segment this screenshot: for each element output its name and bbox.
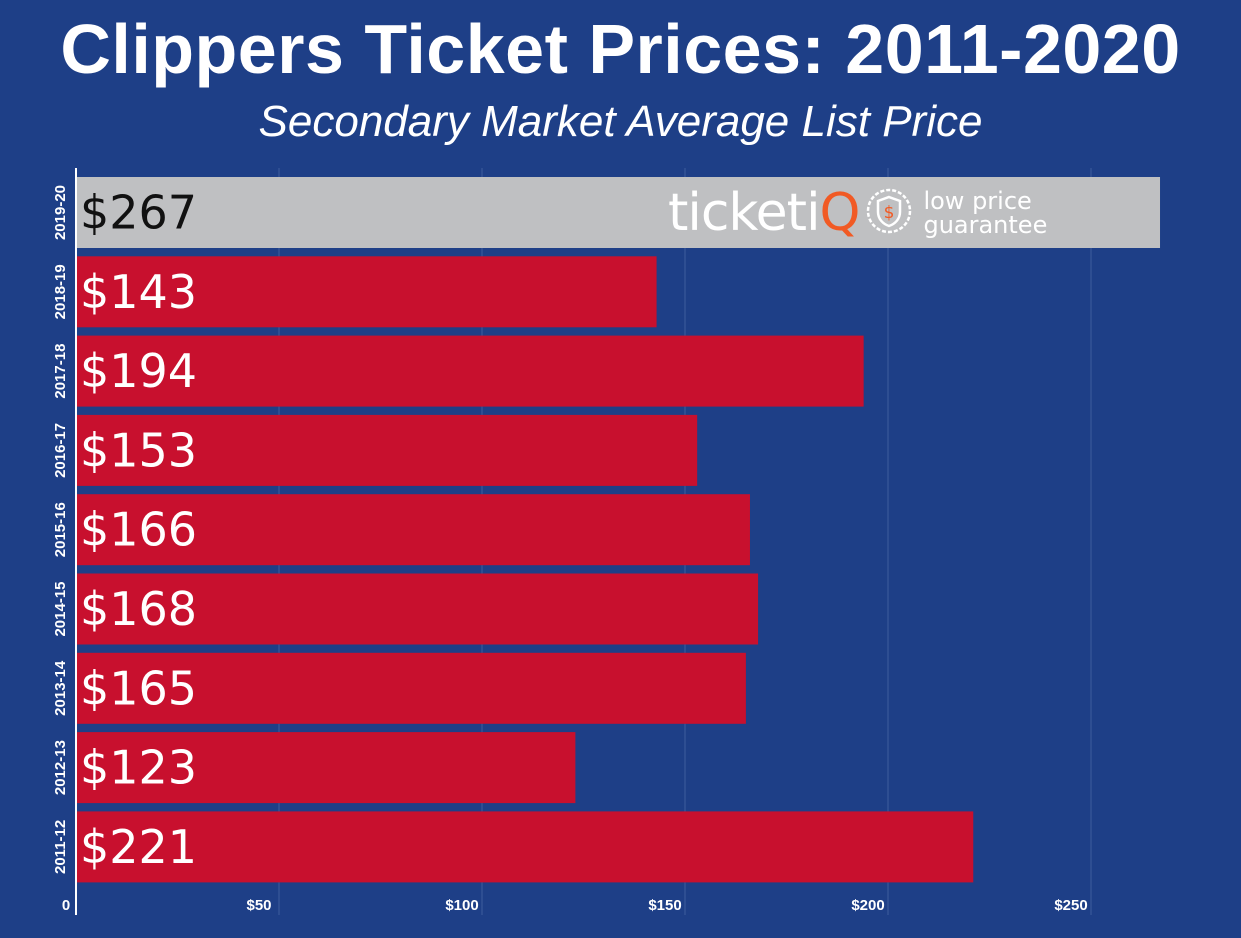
x-tick-label: $250 [1054,897,1087,914]
category-label: 2013-14 [52,660,69,716]
category-label: 2014-15 [52,581,69,636]
ticketiq-logo: ticketiQ $ low price guarantee [668,182,1047,244]
bars [77,177,1161,883]
x-axis-ticks: 0 $50 $100 $150 $200 $250 [62,897,1088,914]
data-label: $194 [80,344,197,398]
chart-title: Clippers Ticket Prices: 2011-2020 [60,10,1181,88]
bar [77,573,759,645]
logo-wordmark-main: ticketi [668,183,821,243]
data-label: $123 [80,741,197,795]
x-tick-label: 0 [62,897,70,914]
category-label: 2012-13 [52,740,69,795]
bar [77,494,750,566]
category-labels: 2019-20 2018-19 2017-18 2016-17 2015-16 2014-… [52,185,69,874]
data-label: $153 [80,423,197,477]
data-label: $166 [80,503,197,557]
x-tick-label: $150 [648,897,681,914]
svg-text:$: $ [884,203,895,223]
x-tick-label: $50 [246,897,271,914]
x-tick-label: $200 [851,897,884,914]
category-label: 2011-12 [52,820,69,874]
category-label: 2015-16 [52,502,69,557]
data-label: $267 [80,186,197,240]
bar [77,732,576,804]
bar [77,335,864,407]
logo-tagline-line1: low price [923,187,1032,215]
bar [77,811,974,883]
category-label: 2018-19 [52,264,69,319]
logo-wordmark: ticketiQ [668,183,861,243]
category-label: 2019-20 [52,185,69,240]
bar [77,652,746,724]
logo-tagline: low price guarantee [923,189,1047,237]
data-label: $168 [80,582,197,636]
data-label: $165 [80,661,197,715]
bar [77,414,698,486]
data-label: $143 [80,265,197,319]
x-tick-label: $100 [445,897,478,914]
category-label: 2017-18 [52,344,69,399]
logo-tagline-line2: guarantee [923,211,1048,239]
chart-subtitle: Secondary Market Average List Price [258,97,983,146]
bar [77,256,657,328]
logo-wordmark-accent: Q [819,183,861,243]
data-labels: $267 $143 $194 $153 $166 $168 $165 $123 $221 [80,186,197,874]
category-label: 2016-17 [52,423,69,478]
data-label: $221 [80,820,197,874]
dollar-shield-icon: $ [865,187,913,240]
bar [77,177,1161,248]
